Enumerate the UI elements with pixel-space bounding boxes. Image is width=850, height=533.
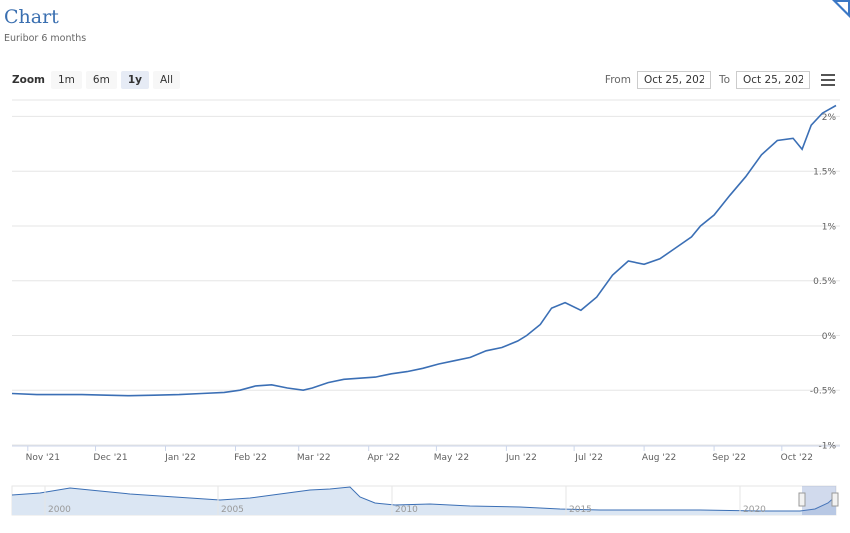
y-tick-label: 0% [822,332,837,342]
x-tick-label: Jun '22 [505,453,537,463]
navigator-year-label: 2015 [569,505,592,515]
navigator-year-label: 2005 [221,505,244,515]
navigator-right-handle [831,492,839,507]
x-tick-label: Mar '22 [297,453,331,463]
hamburger-menu-icon[interactable] [821,74,835,89]
x-tick-label: Jul '22 [574,453,603,463]
zoom-1m-button[interactable]: 1m [50,71,82,89]
from-date-input[interactable] [636,71,711,89]
to-label: To [718,74,730,86]
date-range: From To [597,71,810,89]
x-tick-label: Sep '22 [712,453,746,463]
zoom-1y-button[interactable]: 1y [120,71,149,89]
navigator[interactable]: 2000 2005 2010 2015 2020 [11,485,839,516]
y-tick-label: -0.5% [810,387,837,397]
x-tick-label: May '22 [434,453,469,463]
zoom-6m-button[interactable]: 6m [85,71,117,89]
y-axis-labels: -1% -0.5% 0% 0.5% 1% 1.5% 2% [810,113,837,452]
y-tick-label: 2% [822,113,837,123]
navigator-left-handle [798,492,806,507]
x-tick-label: Aug '22 [642,453,676,463]
gridlines [12,99,840,447]
y-tick-label: -1% [818,442,836,452]
navigator-line [11,486,837,512]
x-axis-labels: Nov '21 Dec '21 Jan '22 Feb '22 Mar '22 Apr '… [26,446,813,463]
chart-title: Chart [4,6,59,28]
navigator-selection [802,486,836,515]
series-line [11,104,837,397]
y-tick-label: 0.5% [813,277,836,287]
from-label: From [604,74,631,86]
x-tick-label: Feb '22 [234,453,267,463]
x-tick-label: Apr '22 [368,453,400,463]
x-tick-label: Nov '21 [26,453,60,463]
x-tick-label: Oct '22 [781,453,813,463]
zoom-label: Zoom [12,74,45,86]
x-tick-label: Dec '21 [93,453,127,463]
zoom-controls: Zoom 1m 6m 1y All [12,71,184,89]
navigator-year-label: 2010 [395,505,418,515]
navigator-year-label: 2000 [48,505,71,515]
zoom-all-button[interactable]: All [152,71,181,89]
navigator-year-label: 2020 [743,505,766,515]
corner-ribbon-icon[interactable] [832,0,850,18]
chart-subtitle: Euribor 6 months [4,33,87,44]
to-date-input[interactable] [736,71,810,89]
y-tick-label: 1% [822,222,837,232]
y-tick-label: 1.5% [813,168,836,178]
x-tick-label: Jan '22 [164,453,196,463]
